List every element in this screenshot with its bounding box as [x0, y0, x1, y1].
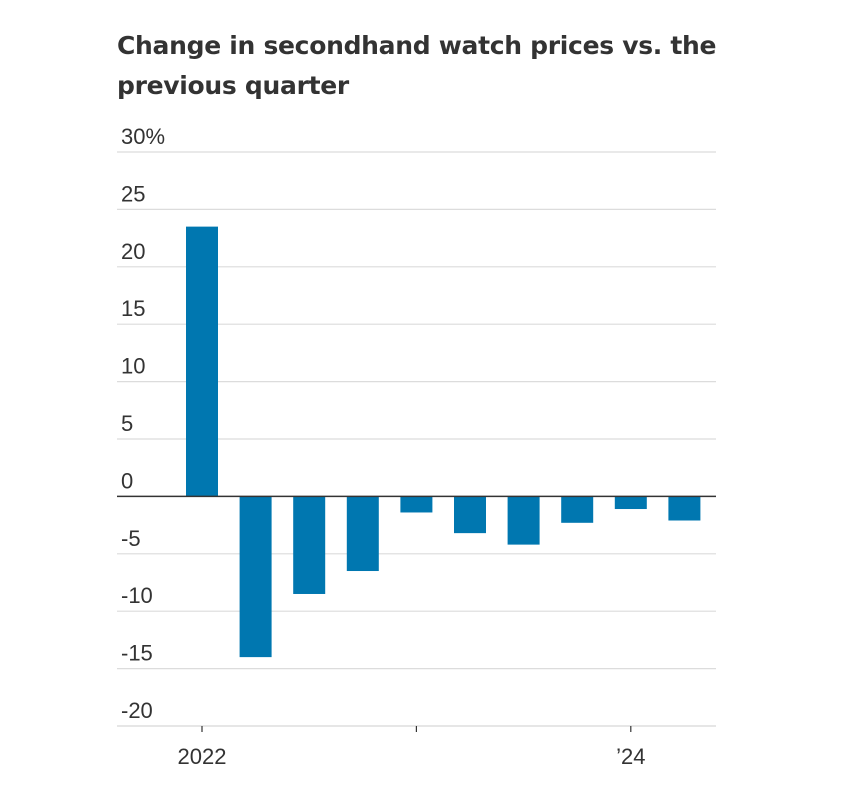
- bar: [400, 496, 433, 513]
- bar: [507, 496, 540, 545]
- y-tick-label: -5: [121, 526, 141, 551]
- bar: [186, 226, 218, 497]
- y-tick-label: 15: [121, 296, 145, 321]
- y-tick-label: 0: [121, 468, 133, 493]
- x-tick-label: 2022: [178, 744, 227, 769]
- y-tick-label: 30%: [121, 124, 165, 149]
- y-tick-label: 5: [121, 411, 133, 436]
- bar: [561, 496, 594, 523]
- x-axis: 2022 ’24: [117, 725, 716, 769]
- bar: [454, 496, 486, 534]
- bar: [346, 496, 379, 572]
- y-tick-label: -10: [121, 583, 153, 608]
- bars: [186, 226, 701, 658]
- bar: [614, 496, 647, 510]
- y-tick-label: 10: [121, 354, 145, 379]
- y-tick-label: -20: [121, 698, 153, 723]
- chart-title: Change in secondhand watch prices vs. th…: [117, 31, 717, 100]
- y-tick-label: 25: [121, 181, 145, 206]
- x-tick-label: ’24: [616, 744, 645, 769]
- bar: [293, 496, 326, 594]
- bar: [239, 496, 272, 658]
- bar: [668, 496, 701, 521]
- y-tick-label: -15: [121, 641, 153, 666]
- y-tick-label: 20: [121, 239, 145, 264]
- y-axis-labels: 30% 25 20 15 10 5 0 -5 -10 -15 -20: [121, 124, 165, 723]
